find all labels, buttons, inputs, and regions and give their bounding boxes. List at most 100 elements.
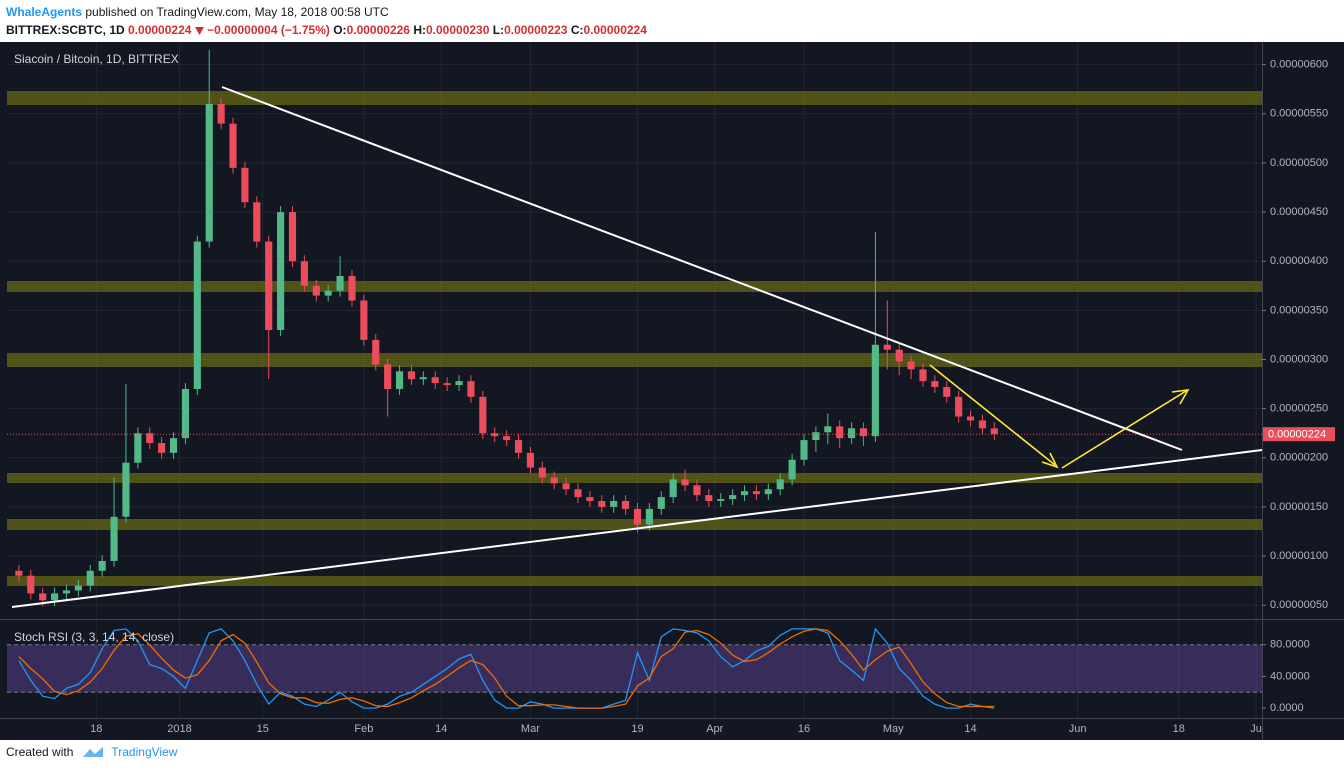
- x-tick-label: Mar: [521, 723, 540, 735]
- published: published on TradingView.com, May 18, 20…: [85, 5, 389, 19]
- last-price-tag: [1263, 427, 1335, 442]
- header-line-1: WhaleAgents published on TradingView.com…: [6, 3, 647, 21]
- candle-body: [277, 212, 285, 331]
- x-tick-label: Ju: [1250, 723, 1262, 735]
- zone: [7, 576, 1262, 586]
- candle-body: [800, 440, 808, 460]
- candle-body: [288, 212, 297, 262]
- candle-body: [776, 479, 784, 490]
- x-tick-label: 18: [90, 723, 102, 735]
- candle-body: [86, 570, 94, 586]
- candle-body: [978, 420, 987, 429]
- y-tick-label: 0.00000250: [1270, 403, 1328, 415]
- candle-body: [836, 426, 844, 439]
- candle-body: [919, 369, 927, 382]
- candle-body: [657, 497, 665, 509]
- candle-body: [348, 275, 356, 301]
- candle-body: [717, 499, 725, 502]
- y-tick-label: 0.00000450: [1270, 206, 1328, 218]
- arrow: [1061, 390, 1187, 469]
- y-tick-label: 0.00000500: [1270, 157, 1328, 169]
- candle-body: [384, 364, 392, 389]
- x-tick-label: Feb: [354, 723, 373, 735]
- x-tick-label: 19: [631, 723, 643, 735]
- zone: [7, 353, 1262, 367]
- candle-body: [681, 479, 689, 486]
- arrow-head: [1171, 389, 1190, 405]
- candle-body: [931, 381, 939, 388]
- candle-body: [729, 495, 737, 500]
- last-price-label: 0.00000224: [1268, 429, 1326, 441]
- candle-body: [336, 275, 344, 291]
- candle-body: [479, 396, 487, 434]
- y-tick-label: 0.00000300: [1270, 353, 1328, 365]
- candle-body: [158, 443, 166, 453]
- candle-body: [193, 241, 201, 389]
- y-tick-label: 0.00000400: [1270, 255, 1328, 267]
- price: 0.00000224: [128, 23, 192, 37]
- indicator-line: [18, 628, 995, 709]
- candle-body: [217, 103, 225, 124]
- candle-body: [467, 381, 475, 397]
- candle-body: [526, 452, 534, 468]
- close-label: C:: [570, 23, 584, 37]
- trend-line: [11, 449, 1263, 608]
- candle-body: [455, 381, 463, 386]
- arrow-head: [1041, 452, 1059, 469]
- candle-body: [550, 477, 558, 484]
- y-tick-label: 0.00000550: [1270, 108, 1328, 120]
- candle-body: [788, 459, 796, 480]
- candle-body: [503, 436, 511, 441]
- chart-title: Siacoin / Bitcoin, 1D, BITTREX: [14, 52, 179, 66]
- x-tick-label: 18: [1173, 723, 1185, 735]
- candle-body: [169, 438, 178, 453]
- down-icon: [194, 26, 204, 35]
- candle-body: [633, 508, 642, 525]
- candle-body: [895, 349, 903, 362]
- x-tick-label: 16: [798, 723, 810, 735]
- footer: Created with TradingView: [6, 745, 177, 759]
- y-tick-label: 0.00000150: [1270, 501, 1328, 513]
- candle-body: [824, 426, 832, 433]
- y-tick-label: 80.0000: [1270, 639, 1310, 651]
- candle-body: [241, 167, 249, 203]
- candle-body: [907, 361, 915, 370]
- author[interactable]: WhaleAgents: [6, 5, 83, 19]
- y-tick-label: 40.0000: [1270, 670, 1310, 682]
- candle-body: [752, 491, 760, 495]
- high-label: H:: [413, 23, 426, 37]
- open: 0.00000226: [346, 23, 410, 37]
- candle-body: [15, 570, 23, 576]
- logo: [83, 747, 104, 757]
- candle-body: [395, 371, 404, 389]
- band: [7, 644, 1262, 693]
- candle-body: [859, 428, 868, 437]
- candle-body: [538, 467, 546, 478]
- header-line-2: BITTREX:SCBTC, 1D 0.00000224 −0.00000004…: [6, 21, 647, 39]
- candle-body: [990, 428, 998, 435]
- x-tick-label: Apr: [706, 723, 723, 735]
- arrow: [929, 364, 1056, 466]
- candle-body: [407, 371, 416, 380]
- zones: [7, 91, 1262, 586]
- zone: [7, 473, 1262, 483]
- candle-body: [693, 485, 701, 496]
- brand[interactable]: TradingView: [111, 745, 178, 759]
- candle-body: [574, 489, 582, 498]
- candle-body: [491, 433, 499, 437]
- candle-body: [966, 416, 975, 421]
- candle-body: [205, 103, 213, 242]
- y-tick-label: 0.00000100: [1270, 550, 1328, 562]
- trend-line: [221, 86, 1183, 451]
- y-tick-label: 0.00000200: [1270, 452, 1328, 464]
- candle-body: [122, 462, 130, 517]
- drawings: [11, 86, 1263, 608]
- open-label: O:: [333, 23, 347, 37]
- candle-body: [146, 433, 154, 444]
- symbol: BITTREX:SCBTC, 1D: [6, 23, 125, 37]
- zone: [7, 281, 1262, 292]
- x-tick-label: 2018: [167, 723, 191, 735]
- x-tick-label: May: [883, 723, 904, 735]
